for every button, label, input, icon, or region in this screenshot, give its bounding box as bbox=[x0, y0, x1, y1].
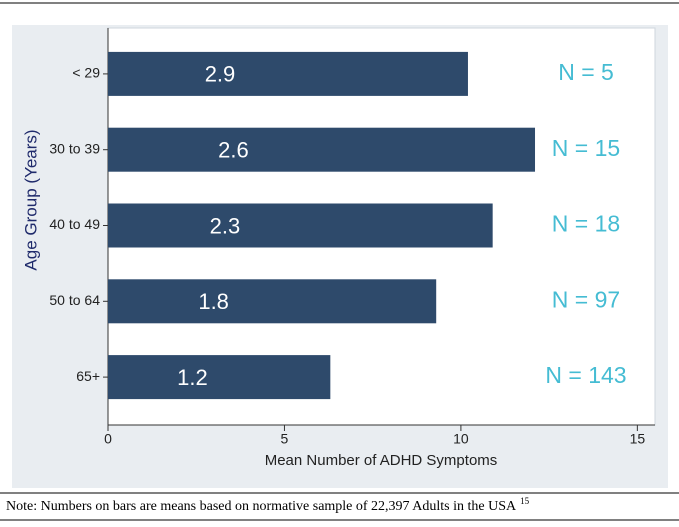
n-label: N = 5 bbox=[558, 59, 614, 85]
y-axis-title: Age Group (Years) bbox=[21, 129, 40, 270]
n-label: N = 97 bbox=[552, 286, 620, 312]
y-tick-label: 65+ bbox=[76, 368, 100, 384]
y-tick-label: 40 to 49 bbox=[49, 216, 100, 232]
x-tick-label: 0 bbox=[104, 431, 112, 447]
note-text: Note: Numbers on bars are means based on… bbox=[6, 499, 517, 514]
bar bbox=[108, 127, 536, 172]
note-ref: 15 bbox=[520, 496, 530, 506]
x-tick-label: 10 bbox=[453, 431, 469, 447]
note: Note: Numbers on bars are means based on… bbox=[6, 496, 530, 514]
y-tick-label: 50 to 64 bbox=[49, 292, 100, 308]
n-label: N = 18 bbox=[552, 211, 620, 237]
n-label: N = 15 bbox=[552, 135, 620, 161]
bar bbox=[108, 279, 437, 324]
mean-label: 2.6 bbox=[218, 138, 249, 163]
x-tick-label: 5 bbox=[281, 431, 289, 447]
bar bbox=[108, 203, 493, 248]
y-tick-label: 30 to 39 bbox=[49, 140, 100, 156]
mean-label: 1.8 bbox=[198, 289, 229, 314]
y-tick-label: < 29 bbox=[72, 65, 100, 81]
mean-label: 2.9 bbox=[205, 62, 236, 87]
bar bbox=[108, 51, 468, 96]
n-label: N = 143 bbox=[545, 362, 626, 388]
mean-label: 1.2 bbox=[177, 365, 208, 390]
bar bbox=[108, 355, 331, 400]
x-tick-label: 15 bbox=[630, 431, 646, 447]
mean-label: 2.3 bbox=[210, 213, 241, 238]
x-axis-title: Mean Number of ADHD Symptoms bbox=[265, 452, 498, 469]
